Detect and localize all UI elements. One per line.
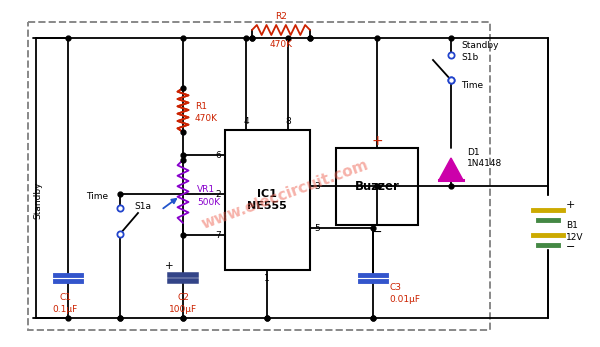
Text: Standby: Standby (34, 181, 43, 219)
Text: 1N4148: 1N4148 (467, 159, 502, 168)
Text: 6: 6 (215, 151, 221, 160)
Text: 2: 2 (215, 189, 221, 198)
Text: C1: C1 (59, 294, 71, 303)
Text: R1: R1 (195, 102, 207, 110)
Text: Buzzer: Buzzer (355, 179, 400, 193)
Text: +: + (566, 200, 575, 210)
Text: 500K: 500K (197, 197, 220, 206)
Text: 4: 4 (243, 117, 249, 126)
Text: 470K: 470K (269, 40, 293, 49)
Text: 0.1μF: 0.1μF (52, 305, 77, 313)
Text: S1a: S1a (134, 202, 151, 211)
Bar (225, 130, 310, 270)
Text: −: − (566, 242, 575, 252)
Text: www.eleccircuit.com: www.eleccircuit.com (199, 158, 371, 232)
Text: VR1: VR1 (197, 185, 215, 194)
Text: +: + (371, 134, 383, 148)
Text: Standby: Standby (461, 41, 499, 50)
Text: 1: 1 (264, 274, 270, 283)
Text: 12V: 12V (566, 232, 583, 242)
Polygon shape (439, 158, 463, 180)
Text: 5: 5 (314, 223, 320, 232)
Text: Time: Time (86, 192, 108, 201)
Text: 470K: 470K (195, 113, 218, 122)
Text: D1: D1 (467, 147, 479, 156)
Text: 7: 7 (215, 230, 221, 239)
Text: 0.01μF: 0.01μF (389, 296, 420, 305)
Text: 100μF: 100μF (169, 305, 197, 313)
Text: Time: Time (461, 81, 483, 90)
Text: +: + (164, 261, 173, 271)
Text: R2: R2 (275, 11, 287, 20)
Text: C3: C3 (389, 283, 401, 293)
Bar (336, 148, 418, 225)
Text: 8: 8 (285, 117, 291, 126)
Text: S1b: S1b (461, 52, 478, 61)
Text: B1: B1 (566, 220, 578, 229)
Text: C2: C2 (177, 294, 189, 303)
Text: −: − (372, 226, 382, 238)
Text: 3: 3 (314, 181, 320, 191)
Text: IC1
NE555: IC1 NE555 (247, 189, 287, 211)
